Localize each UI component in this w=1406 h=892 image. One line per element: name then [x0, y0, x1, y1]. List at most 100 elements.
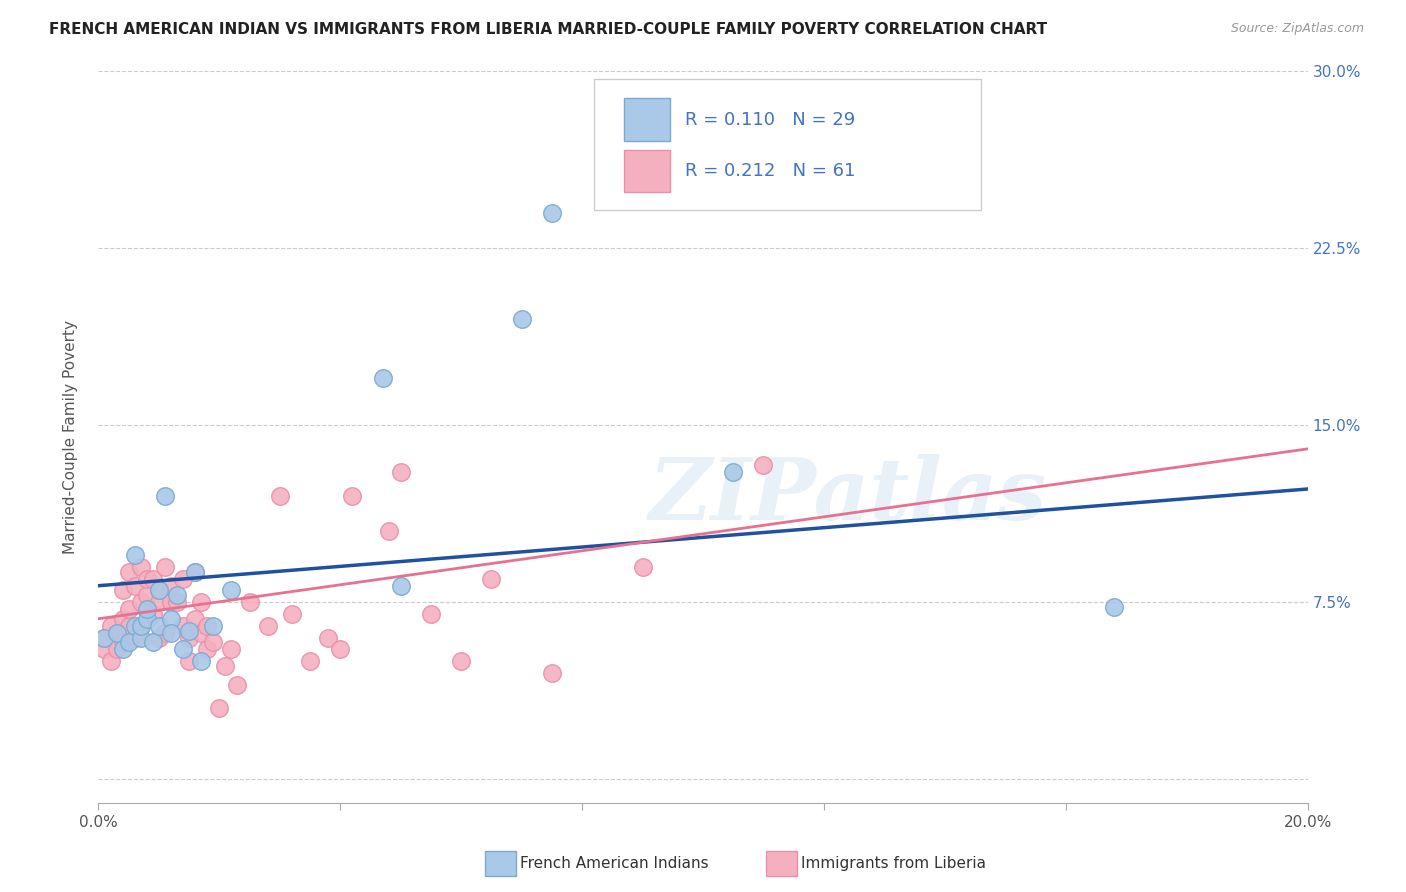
- Point: [148, 595, 170, 609]
- Point: [172, 619, 194, 633]
- Point: [124, 631, 146, 645]
- Point: [135, 588, 157, 602]
- FancyBboxPatch shape: [595, 78, 981, 211]
- Point: [800, 100, 823, 114]
- Point: [166, 595, 188, 609]
- Point: [111, 635, 134, 649]
- Text: ZIPatlas: ZIPatlas: [650, 454, 1047, 537]
- Point: [221, 583, 243, 598]
- Point: [184, 565, 207, 579]
- Point: [179, 654, 201, 668]
- Point: [179, 631, 201, 645]
- Point: [172, 642, 194, 657]
- Point: [202, 619, 225, 633]
- Point: [239, 595, 262, 609]
- Point: [129, 619, 152, 633]
- Point: [195, 619, 218, 633]
- Point: [93, 631, 115, 645]
- Point: [118, 565, 141, 579]
- FancyBboxPatch shape: [624, 150, 671, 192]
- Point: [160, 612, 183, 626]
- FancyBboxPatch shape: [624, 98, 671, 141]
- Point: [124, 579, 146, 593]
- Point: [105, 626, 128, 640]
- Point: [190, 626, 212, 640]
- Point: [481, 572, 503, 586]
- Point: [371, 371, 394, 385]
- Point: [342, 489, 364, 503]
- Point: [148, 619, 170, 633]
- Y-axis label: Married-Couple Family Poverty: Married-Couple Family Poverty: [63, 320, 77, 554]
- Point: [135, 572, 157, 586]
- Point: [129, 595, 152, 609]
- Point: [153, 489, 176, 503]
- Point: [269, 489, 291, 503]
- Point: [105, 626, 128, 640]
- Point: [631, 559, 654, 574]
- Point: [111, 612, 134, 626]
- Point: [118, 619, 141, 633]
- Point: [316, 631, 339, 645]
- Point: [160, 579, 183, 593]
- Point: [148, 583, 170, 598]
- Point: [118, 635, 141, 649]
- Point: [100, 619, 122, 633]
- Point: [214, 659, 236, 673]
- Point: [389, 466, 412, 480]
- Point: [723, 466, 745, 480]
- Point: [160, 595, 183, 609]
- Point: [111, 642, 134, 657]
- Point: [135, 612, 157, 626]
- Text: Source: ZipAtlas.com: Source: ZipAtlas.com: [1230, 22, 1364, 36]
- Point: [450, 654, 472, 668]
- Point: [93, 631, 115, 645]
- Point: [540, 206, 562, 220]
- Point: [752, 458, 775, 473]
- Point: [256, 619, 278, 633]
- Point: [124, 619, 146, 633]
- Point: [281, 607, 304, 621]
- Point: [420, 607, 443, 621]
- Point: [153, 559, 176, 574]
- Point: [208, 701, 231, 715]
- Point: [105, 642, 128, 657]
- Point: [148, 631, 170, 645]
- Point: [202, 635, 225, 649]
- Point: [142, 607, 165, 621]
- Point: [195, 642, 218, 657]
- Point: [1102, 599, 1125, 614]
- Point: [129, 559, 152, 574]
- Point: [129, 631, 152, 645]
- Point: [329, 642, 352, 657]
- Point: [377, 524, 399, 539]
- Point: [100, 654, 122, 668]
- Point: [184, 612, 207, 626]
- Text: FRENCH AMERICAN INDIAN VS IMMIGRANTS FROM LIBERIA MARRIED-COUPLE FAMILY POVERTY : FRENCH AMERICAN INDIAN VS IMMIGRANTS FRO…: [49, 22, 1047, 37]
- Point: [124, 548, 146, 562]
- Point: [226, 678, 249, 692]
- Point: [93, 642, 115, 657]
- Point: [221, 642, 243, 657]
- Text: R = 0.110   N = 29: R = 0.110 N = 29: [685, 111, 855, 128]
- Point: [142, 635, 165, 649]
- Point: [190, 654, 212, 668]
- Point: [153, 626, 176, 640]
- Point: [190, 595, 212, 609]
- Point: [160, 626, 183, 640]
- Text: French American Indians: French American Indians: [520, 856, 709, 871]
- Point: [135, 602, 157, 616]
- Point: [129, 619, 152, 633]
- Point: [148, 583, 170, 598]
- Point: [111, 583, 134, 598]
- Point: [510, 312, 533, 326]
- Point: [118, 602, 141, 616]
- Point: [166, 588, 188, 602]
- Point: [179, 624, 201, 638]
- Point: [142, 572, 165, 586]
- Point: [540, 666, 562, 681]
- Point: [389, 579, 412, 593]
- Point: [172, 572, 194, 586]
- Point: [299, 654, 322, 668]
- Text: R = 0.212   N = 61: R = 0.212 N = 61: [685, 161, 855, 180]
- Text: Immigrants from Liberia: Immigrants from Liberia: [801, 856, 987, 871]
